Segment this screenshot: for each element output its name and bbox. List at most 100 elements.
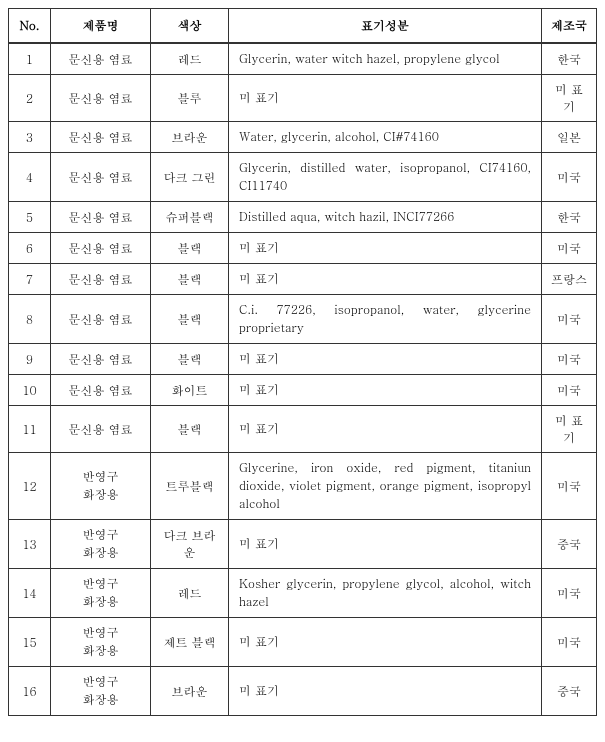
cell-no: 3 bbox=[9, 122, 51, 153]
cell-product: 반영구화장용 bbox=[51, 453, 151, 520]
cell-ingredients: 미 표기 bbox=[229, 667, 542, 716]
cell-country: 프랑스 bbox=[542, 264, 597, 295]
cell-ingredients: 미 표기 bbox=[229, 75, 542, 122]
cell-color: 다크 그린 bbox=[151, 153, 229, 202]
cell-color: 브라운 bbox=[151, 122, 229, 153]
cell-product: 반영구화장용 bbox=[51, 667, 151, 716]
cell-country: 미국 bbox=[542, 344, 597, 375]
table-row: 14반영구화장용레드Kosher glycerin, propylene gly… bbox=[9, 569, 597, 618]
cell-ingredients: 미 표기 bbox=[229, 375, 542, 406]
cell-no: 16 bbox=[9, 667, 51, 716]
cell-country: 미 표기 bbox=[542, 75, 597, 122]
cell-country: 미국 bbox=[542, 295, 597, 344]
cell-ingredients: 미 표기 bbox=[229, 406, 542, 453]
cell-color: 블랙 bbox=[151, 344, 229, 375]
header-color: 색상 bbox=[151, 9, 229, 44]
cell-ingredients: Distilled aqua, witch hazil, INCI77266 bbox=[229, 202, 542, 233]
table-row: 13반영구화장용다크 브라운미 표기중국 bbox=[9, 520, 597, 569]
table-row: 11문신용 염료블랙미 표기미 표기 bbox=[9, 406, 597, 453]
cell-country: 중국 bbox=[542, 520, 597, 569]
cell-color: 블루 bbox=[151, 75, 229, 122]
cell-country: 미국 bbox=[542, 453, 597, 520]
table-row: 12반영구화장용트루블랙Glycerine, iron oxide, red p… bbox=[9, 453, 597, 520]
cell-no: 6 bbox=[9, 233, 51, 264]
header-product: 제품명 bbox=[51, 9, 151, 44]
cell-ingredients: 미 표기 bbox=[229, 233, 542, 264]
cell-product: 문신용 염료 bbox=[51, 122, 151, 153]
cell-color: 화이트 bbox=[151, 375, 229, 406]
cell-product: 반영구화장용 bbox=[51, 520, 151, 569]
cell-country: 한국 bbox=[542, 202, 597, 233]
cell-country: 미국 bbox=[542, 233, 597, 264]
cell-no: 7 bbox=[9, 264, 51, 295]
cell-color: 슈퍼블랙 bbox=[151, 202, 229, 233]
cell-no: 11 bbox=[9, 406, 51, 453]
cell-product: 문신용 염료 bbox=[51, 233, 151, 264]
cell-color: 레드 bbox=[151, 569, 229, 618]
cell-product: 문신용 염료 bbox=[51, 295, 151, 344]
cell-country: 미국 bbox=[542, 153, 597, 202]
cell-no: 2 bbox=[9, 75, 51, 122]
cell-no: 9 bbox=[9, 344, 51, 375]
cell-no: 8 bbox=[9, 295, 51, 344]
header-ingredients: 표기성분 bbox=[229, 9, 542, 44]
cell-no: 14 bbox=[9, 569, 51, 618]
cell-ingredients: C.i. 77226, isopropanol, water, glycerin… bbox=[229, 295, 542, 344]
table-row: 1문신용 염료레드Glycerin, water witch hazel, pr… bbox=[9, 43, 597, 75]
cell-ingredients: Kosher glycerin, propylene glycol, alcoh… bbox=[229, 569, 542, 618]
cell-country: 한국 bbox=[542, 43, 597, 75]
cell-color: 다크 브라운 bbox=[151, 520, 229, 569]
cell-ingredients: Water, glycerin, alcohol, CI#74160 bbox=[229, 122, 542, 153]
cell-product: 문신용 염료 bbox=[51, 202, 151, 233]
cell-product: 반영구화장용 bbox=[51, 618, 151, 667]
cell-ingredients: Glycerine, iron oxide, red pigment, tita… bbox=[229, 453, 542, 520]
cell-color: 블랙 bbox=[151, 295, 229, 344]
cell-no: 13 bbox=[9, 520, 51, 569]
cell-no: 15 bbox=[9, 618, 51, 667]
cell-color: 브라운 bbox=[151, 667, 229, 716]
cell-country: 미국 bbox=[542, 618, 597, 667]
cell-country: 미 표기 bbox=[542, 406, 597, 453]
table-row: 15반영구화장용제트 블랙미 표기미국 bbox=[9, 618, 597, 667]
table-row: 6문신용 염료블랙미 표기미국 bbox=[9, 233, 597, 264]
cell-product: 문신용 염료 bbox=[51, 43, 151, 75]
cell-no: 12 bbox=[9, 453, 51, 520]
table-row: 10문신용 염료화이트미 표기미국 bbox=[9, 375, 597, 406]
cell-no: 10 bbox=[9, 375, 51, 406]
cell-country: 중국 bbox=[542, 667, 597, 716]
cell-product: 문신용 염료 bbox=[51, 264, 151, 295]
cell-ingredients: Glycerin, distilled water, isopropanol, … bbox=[229, 153, 542, 202]
cell-product: 문신용 염료 bbox=[51, 375, 151, 406]
cell-ingredients: 미 표기 bbox=[229, 344, 542, 375]
cell-country: 미국 bbox=[542, 569, 597, 618]
header-country: 제조국 bbox=[542, 9, 597, 44]
table-row: 4문신용 염료다크 그린Glycerin, distilled water, i… bbox=[9, 153, 597, 202]
cell-country: 일본 bbox=[542, 122, 597, 153]
cell-no: 1 bbox=[9, 43, 51, 75]
cell-color: 레드 bbox=[151, 43, 229, 75]
cell-ingredients: Glycerin, water witch hazel, propylene g… bbox=[229, 43, 542, 75]
cell-product: 문신용 염료 bbox=[51, 75, 151, 122]
table-row: 7문신용 염료블랙미 표기프랑스 bbox=[9, 264, 597, 295]
table-header-row: No. 제품명 색상 표기성분 제조국 bbox=[9, 9, 597, 44]
table-row: 3문신용 염료브라운Water, glycerin, alcohol, CI#7… bbox=[9, 122, 597, 153]
cell-ingredients: 미 표기 bbox=[229, 264, 542, 295]
table-body: 1문신용 염료레드Glycerin, water witch hazel, pr… bbox=[9, 43, 597, 716]
table-row: 5문신용 염료슈퍼블랙Distilled aqua, witch hazil, … bbox=[9, 202, 597, 233]
cell-product: 반영구화장용 bbox=[51, 569, 151, 618]
cell-country: 미국 bbox=[542, 375, 597, 406]
table-row: 16반영구화장용브라운미 표기중국 bbox=[9, 667, 597, 716]
cell-color: 제트 블랙 bbox=[151, 618, 229, 667]
cell-product: 문신용 염료 bbox=[51, 406, 151, 453]
ingredients-table: No. 제품명 색상 표기성분 제조국 1문신용 염료레드Glycerin, w… bbox=[8, 8, 597, 716]
cell-color: 블랙 bbox=[151, 406, 229, 453]
cell-product: 문신용 염료 bbox=[51, 153, 151, 202]
cell-ingredients: 미 표기 bbox=[229, 618, 542, 667]
cell-ingredients: 미 표기 bbox=[229, 520, 542, 569]
table-row: 2문신용 염료블루미 표기미 표기 bbox=[9, 75, 597, 122]
cell-product: 문신용 염료 bbox=[51, 344, 151, 375]
header-no: No. bbox=[9, 9, 51, 44]
table-row: 9문신용 염료블랙미 표기미국 bbox=[9, 344, 597, 375]
cell-color: 블랙 bbox=[151, 264, 229, 295]
cell-no: 5 bbox=[9, 202, 51, 233]
